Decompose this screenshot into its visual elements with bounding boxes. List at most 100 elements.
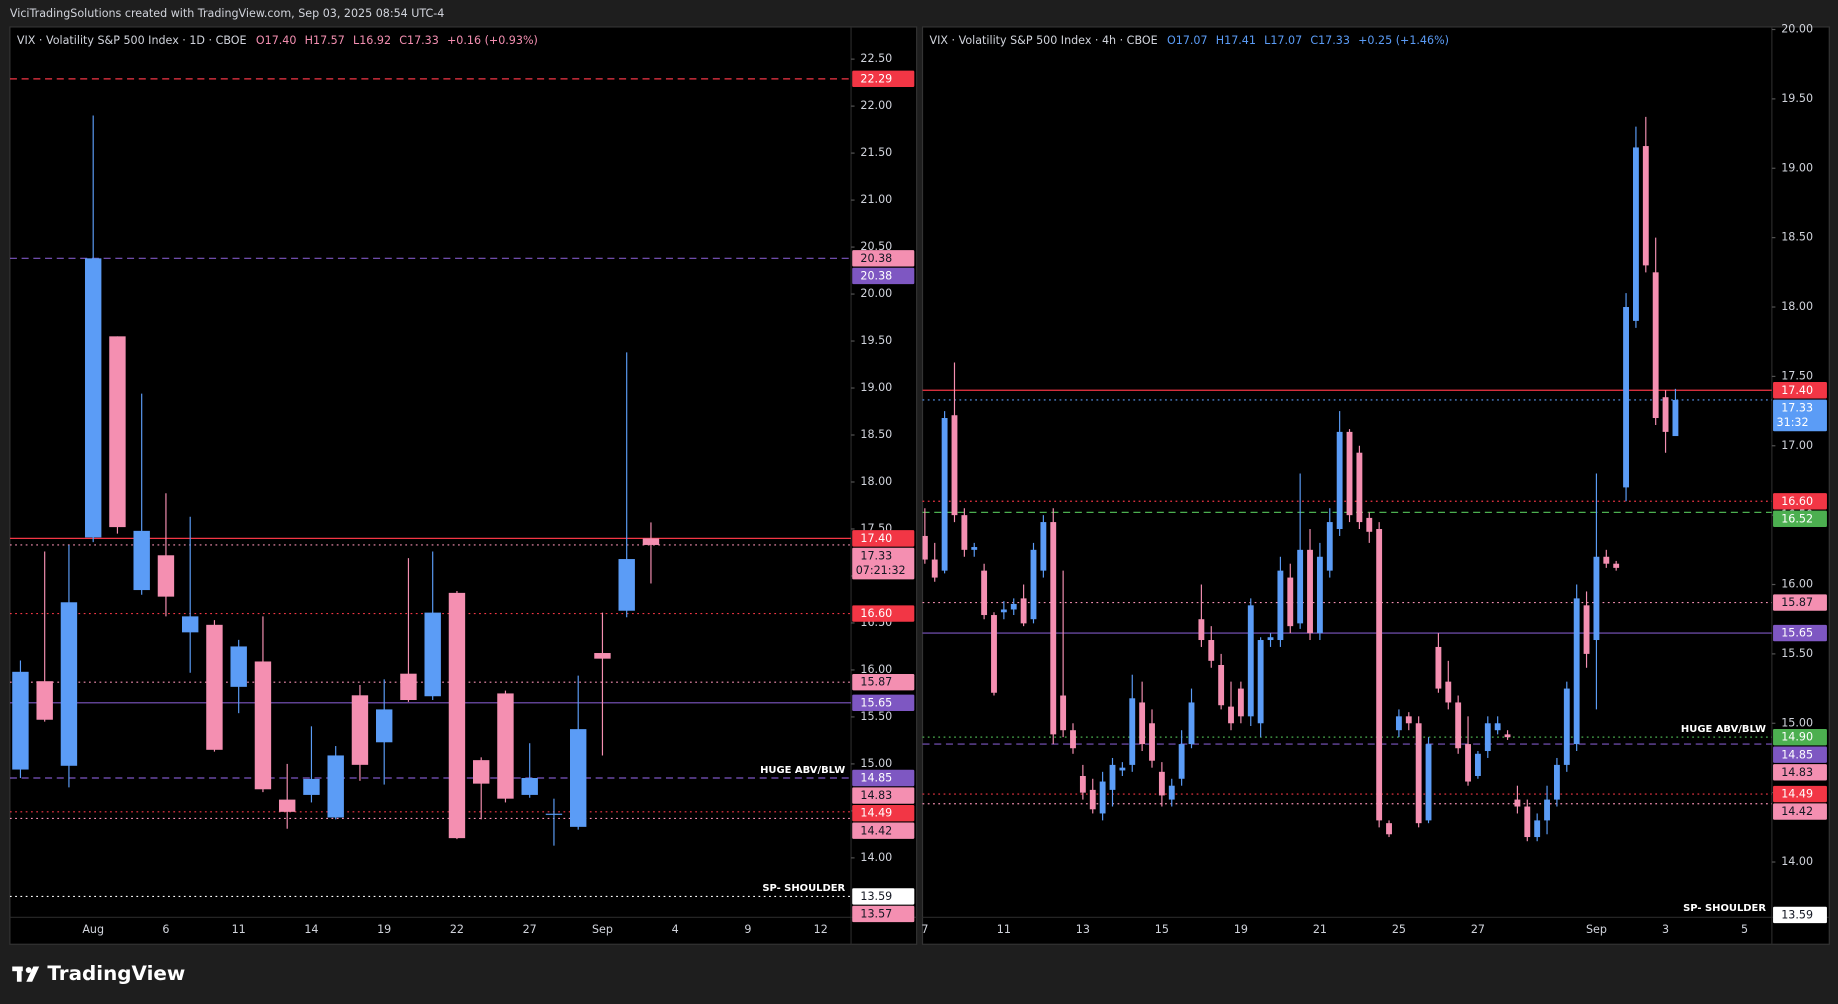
candle-body xyxy=(971,547,978,550)
candle-body xyxy=(1060,695,1067,731)
price-badge xyxy=(1773,624,1827,642)
candle-body xyxy=(84,258,102,538)
candle-body xyxy=(327,755,344,818)
x-tick-label: 14 xyxy=(304,923,318,936)
y-tick-label: 18.50 xyxy=(860,428,892,441)
y-tick-label: 20.00 xyxy=(860,287,892,300)
x-tick-label: Sep xyxy=(1586,923,1607,936)
candle-body xyxy=(1079,775,1086,793)
price-badge xyxy=(1773,785,1827,803)
candle-body xyxy=(133,530,150,591)
candle-body xyxy=(1129,698,1136,765)
candle-body xyxy=(1218,664,1225,706)
x-tick-label: 27 xyxy=(523,923,537,936)
candle-body xyxy=(1000,609,1007,613)
candle-body xyxy=(545,813,563,815)
price-badge-label: 14.83 xyxy=(1781,766,1813,779)
candle-body xyxy=(1287,577,1294,627)
y-tick-label: 15.50 xyxy=(1781,647,1813,660)
ohlc-value: +0.25 (+1.46%) xyxy=(1358,34,1449,47)
price-badge xyxy=(1773,906,1827,924)
x-tick-label: 12 xyxy=(814,923,828,936)
candle-body xyxy=(931,559,938,578)
candle-body xyxy=(1623,307,1629,488)
price-badge-label: 15.87 xyxy=(860,676,892,689)
y-tick-label: 19.50 xyxy=(860,334,892,347)
y-tick-label: 15.50 xyxy=(860,710,892,723)
candle-body xyxy=(1198,619,1205,641)
price-badge xyxy=(852,888,915,905)
x-tick-label: 15 xyxy=(1155,923,1169,936)
candle-body xyxy=(36,681,53,720)
candle-body xyxy=(1583,605,1590,654)
ohlc-value: O17.40 xyxy=(256,34,297,47)
candle-body xyxy=(1573,598,1580,745)
candle-body xyxy=(1386,823,1392,835)
x-tick-label: 11 xyxy=(232,923,246,936)
y-tick-label: 17.50 xyxy=(1781,369,1813,382)
price-badge xyxy=(852,547,915,580)
candle-body xyxy=(181,616,199,633)
plot-area xyxy=(9,78,852,897)
candle-body xyxy=(1356,452,1363,523)
price-badge-label: 14.42 xyxy=(860,824,892,837)
price-badge-label: 16.60 xyxy=(1781,495,1813,508)
candle-body xyxy=(1672,399,1679,437)
price-badge-label: 16.52 xyxy=(1781,512,1813,525)
candle-body xyxy=(521,777,538,795)
candle-body xyxy=(1307,549,1313,634)
candle-body xyxy=(570,729,587,827)
candle-body xyxy=(12,671,29,770)
y-tick-label: 19.00 xyxy=(860,381,892,394)
candle-body xyxy=(1237,688,1244,717)
x-tick-label: 9 xyxy=(744,923,751,936)
candle-body xyxy=(497,693,514,799)
price-badge xyxy=(852,673,915,691)
candle-body xyxy=(1208,640,1215,661)
x-tick-label: Sep xyxy=(592,923,613,936)
candle-body xyxy=(1119,767,1126,771)
price-badge-label: 15.87 xyxy=(1781,596,1813,609)
y-tick-label: 21.50 xyxy=(860,146,892,159)
y-tick-label: 19.50 xyxy=(1781,92,1813,105)
price-badge-label: 17.33 xyxy=(1781,401,1813,414)
x-tick-label: 25 xyxy=(1392,923,1406,936)
ohlc-value: C17.33 xyxy=(399,34,439,47)
candle-body xyxy=(1484,723,1491,752)
candle-body xyxy=(60,602,78,766)
candle-body xyxy=(1544,799,1550,821)
y-tick-label: 14.00 xyxy=(1781,855,1813,868)
y-tick-label: 18.00 xyxy=(1781,300,1813,313)
y-tick-label: 17.00 xyxy=(1781,439,1813,452)
candle-body xyxy=(1168,785,1175,800)
chart-title: VIX · Volatility S&P 500 Index · 4h · CB… xyxy=(930,34,1158,47)
candle-body xyxy=(230,646,247,687)
candle-body xyxy=(1534,820,1541,838)
candle-body xyxy=(1613,563,1620,568)
candle-body xyxy=(1228,706,1234,724)
price-badge-label: 14.85 xyxy=(1781,748,1813,761)
candle-body xyxy=(351,695,369,765)
candle-body xyxy=(1178,744,1185,779)
candle-body xyxy=(1593,556,1600,641)
price-badge-label: 20.38 xyxy=(860,270,892,283)
candle-body xyxy=(1455,702,1462,749)
price-badge-label: 14.49 xyxy=(1781,788,1813,801)
candle-body xyxy=(1474,753,1481,776)
candle-body xyxy=(1247,605,1254,717)
candle-body xyxy=(1395,716,1402,731)
candle-body xyxy=(1445,681,1452,703)
x-tick-label: 7 xyxy=(921,923,928,936)
candle-body xyxy=(1040,522,1047,571)
candle-body xyxy=(1188,702,1195,745)
ohlc-value: L17.07 xyxy=(1264,34,1302,47)
candle-body xyxy=(1553,764,1560,800)
candle-body xyxy=(1109,764,1116,790)
y-tick-label: 15.00 xyxy=(860,757,892,770)
plot-area xyxy=(922,116,1772,842)
candle-body xyxy=(375,709,393,743)
candle-body xyxy=(157,555,175,597)
candle-body xyxy=(1050,522,1057,735)
ohlc-value: O17.07 xyxy=(1167,34,1208,47)
